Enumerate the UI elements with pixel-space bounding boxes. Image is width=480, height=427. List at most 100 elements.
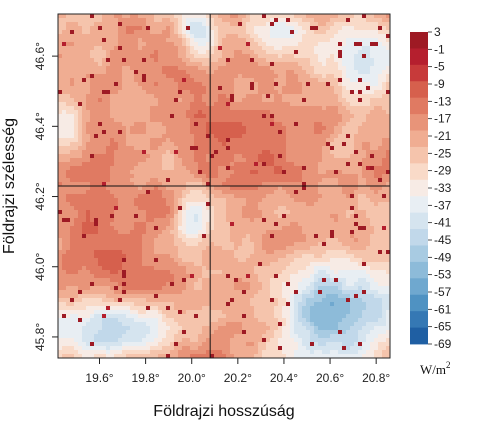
heatmap-cell (194, 22, 199, 27)
heatmap-cell (82, 170, 87, 175)
heatmap-cell (190, 218, 195, 223)
heatmap-cell (218, 214, 223, 219)
heatmap-cell (138, 114, 143, 119)
heatmap-cell (126, 170, 131, 175)
heatmap-cell (382, 102, 387, 107)
heatmap-cell (150, 94, 155, 99)
heatmap-cell (266, 34, 271, 39)
heatmap-cell (278, 170, 283, 175)
heatmap-cell (334, 178, 339, 183)
heatmap-cell (58, 222, 63, 227)
heatmap-cell (162, 118, 167, 123)
heatmap-cell (94, 30, 99, 35)
heatmap-cell (314, 74, 319, 79)
heatmap-cell (130, 174, 135, 179)
heatmap-cell (62, 234, 67, 239)
heatmap-cell (278, 34, 283, 39)
heatmap-cell (146, 242, 151, 247)
heatmap-cell (246, 46, 251, 51)
heatmap-cell (174, 242, 179, 247)
heatmap-cell (338, 130, 343, 135)
heatmap-cell (62, 226, 67, 231)
heatmap-cell (146, 30, 151, 35)
heatmap-cell (210, 122, 215, 127)
heatmap-cell (202, 78, 207, 83)
heatmap-cell (222, 18, 227, 23)
heatmap-cell (230, 114, 235, 119)
heatmap-cell (382, 94, 387, 99)
heatmap-cell (170, 126, 175, 131)
heatmap-cell (94, 110, 99, 115)
heatmap-cell (178, 202, 183, 207)
heatmap-cell (62, 18, 67, 23)
heatmap-cell (170, 70, 175, 75)
heatmap-cell (242, 250, 247, 255)
heatmap-cell (366, 154, 371, 159)
heatmap-cell (158, 162, 163, 167)
heatmap-cell (214, 46, 219, 51)
heatmap-cell (178, 138, 183, 143)
heatmap-cell (242, 18, 247, 23)
heatmap-cell (94, 26, 99, 31)
heatmap-cell (274, 66, 279, 71)
heatmap-cell (126, 206, 131, 211)
heatmap-cell (326, 182, 331, 187)
heatmap-cell (126, 138, 131, 143)
heatmap-cell (354, 86, 359, 91)
heatmap-cell (198, 86, 203, 91)
heatmap-cell (358, 238, 363, 243)
heatmap-cell (98, 162, 103, 167)
heatmap-cell (378, 234, 383, 239)
heatmap-cell (274, 82, 279, 87)
heatmap-cell (326, 202, 331, 207)
heatmap-cell (370, 218, 375, 223)
heatmap-cell (234, 14, 239, 19)
heatmap-cell (138, 174, 143, 179)
heatmap-cell (102, 34, 107, 39)
heatmap-cell (290, 54, 295, 59)
heatmap-cell (126, 18, 131, 23)
heatmap-cell (154, 82, 159, 87)
heatmap-cell (58, 186, 63, 191)
heatmap-cell (110, 178, 115, 183)
heatmap-cell (246, 178, 251, 183)
heatmap-cell (94, 254, 99, 259)
heatmap-cell (282, 174, 287, 179)
heatmap-cell (250, 74, 255, 79)
heatmap-cell (370, 66, 375, 71)
heatmap-cell (166, 58, 171, 63)
heatmap-cell (314, 190, 319, 195)
heatmap-cell (310, 242, 315, 247)
heatmap-cell (374, 222, 379, 227)
heatmap-cell (258, 214, 263, 219)
heatmap-cell (214, 162, 219, 167)
heatmap-cell (334, 62, 339, 67)
heatmap-cell (214, 78, 219, 83)
heatmap-cell (198, 242, 203, 247)
heatmap-cell (378, 130, 383, 135)
heatmap-cell (58, 34, 63, 39)
heatmap-cell (266, 98, 271, 103)
heatmap-cell (314, 62, 319, 67)
heatmap-cell (202, 102, 207, 107)
heatmap-cell (118, 150, 123, 155)
heatmap-cell (74, 22, 79, 27)
heatmap-cell (290, 202, 295, 207)
heatmap-cell (310, 190, 315, 195)
heatmap-cell (330, 102, 335, 107)
heatmap-cell (222, 142, 227, 147)
heatmap-cell (110, 22, 115, 27)
heatmap-cell (374, 118, 379, 123)
heatmap-cell (74, 194, 79, 199)
heatmap-cell (206, 26, 211, 31)
heatmap-cell (70, 98, 75, 103)
heatmap-cell (250, 170, 255, 175)
heatmap-cell (102, 202, 107, 207)
heatmap-cell (382, 86, 387, 91)
heatmap-cell (82, 26, 87, 31)
heatmap-cell (258, 14, 263, 19)
heatmap-cell (122, 206, 127, 211)
heatmap-cell (122, 74, 127, 79)
heatmap-cell (206, 226, 211, 231)
heatmap-cell (334, 98, 339, 103)
